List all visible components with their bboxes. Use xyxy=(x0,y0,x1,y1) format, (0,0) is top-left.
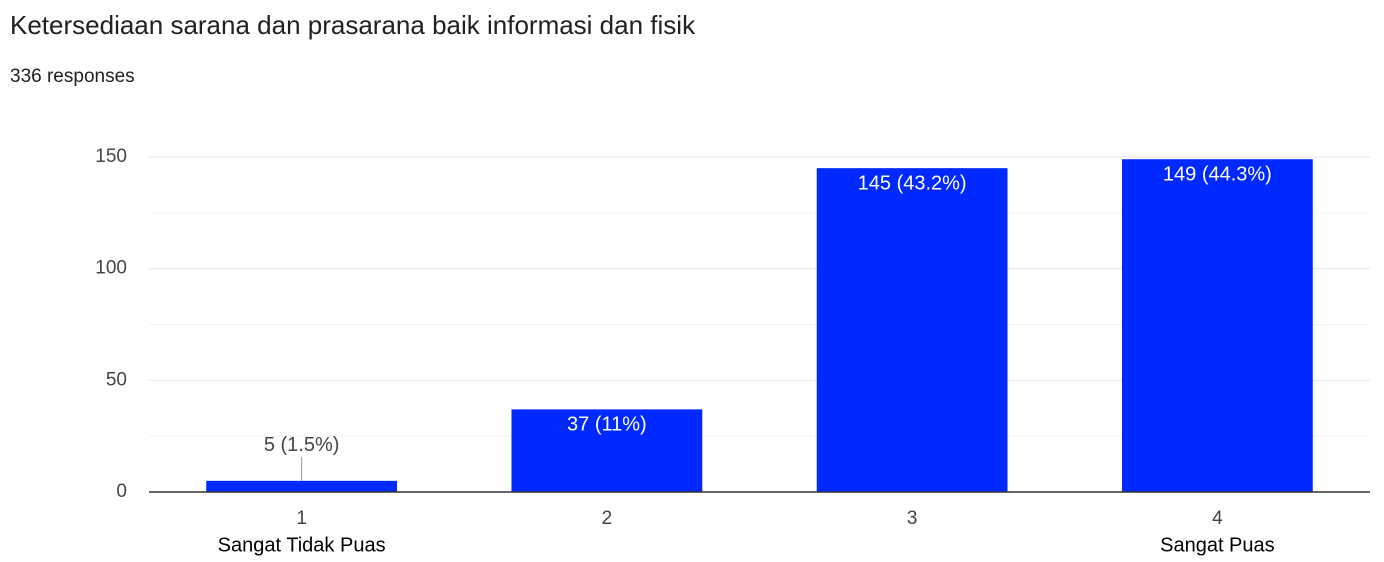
x-tick-label: 4 xyxy=(1212,508,1223,529)
bar xyxy=(816,168,1008,492)
x-tick-label: 1 xyxy=(296,508,307,529)
x-tick-label: 3 xyxy=(907,508,918,529)
y-tick-label: 150 xyxy=(95,146,127,167)
data-label: 37 (11%) xyxy=(567,414,647,436)
x-tick-sublabel: Sangat Tidak Puas xyxy=(218,534,386,556)
x-tick-label: 2 xyxy=(602,508,613,529)
y-tick-label: 100 xyxy=(95,258,127,279)
bar xyxy=(511,409,703,492)
y-tick-label: 0 xyxy=(116,481,127,502)
data-label: 149 (44.3%) xyxy=(1163,164,1272,186)
bar xyxy=(1121,159,1313,492)
y-tick-label: 50 xyxy=(106,369,127,390)
data-label: 145 (43.2%) xyxy=(858,172,967,194)
chart-subtitle: 336 responses xyxy=(10,66,135,87)
x-tick-sublabel: Sangat Puas xyxy=(1160,534,1275,556)
data-label: 5 (1.5%) xyxy=(264,434,340,456)
bar xyxy=(206,480,398,492)
chart-title: Ketersediaan sarana dan prasarana baik i… xyxy=(10,10,696,40)
